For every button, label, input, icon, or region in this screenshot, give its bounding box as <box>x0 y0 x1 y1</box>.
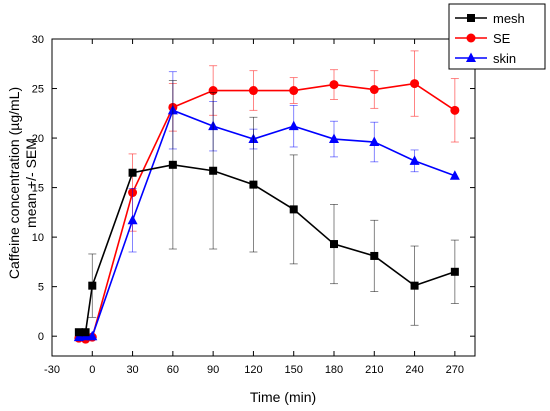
legend-marker <box>466 52 476 62</box>
data-point <box>409 155 420 165</box>
data-point <box>87 330 98 341</box>
data-point <box>450 267 459 276</box>
data-point <box>370 251 379 260</box>
y-tick-label: 20 <box>32 133 44 145</box>
data-point <box>168 160 177 169</box>
data-point <box>449 170 460 180</box>
x-axis-ticks: -30 0 30 60 90 120 150 180 210 240 270 <box>44 39 464 376</box>
legend-label: mesh <box>493 11 525 26</box>
legend-label: skin <box>493 51 516 66</box>
plot-frame <box>51 38 476 357</box>
x-tick-label: 210 <box>365 364 383 376</box>
y-axis-title-line1: Caffeine concentration (µg/mL) <box>6 87 22 279</box>
data-point <box>88 281 97 290</box>
data-point <box>209 166 218 175</box>
x-tick-label: 90 <box>207 364 219 376</box>
data-point <box>128 168 137 177</box>
data-point <box>81 328 90 337</box>
y-axis-ticks: 0 5 10 15 20 25 30 <box>32 34 475 343</box>
y-axis-title-line2: mean +/- SEM <box>23 138 39 228</box>
x-tick-label: 60 <box>167 364 179 376</box>
y-tick-label: 5 <box>38 282 44 294</box>
series-group <box>73 50 460 344</box>
series-mesh <box>74 80 459 337</box>
legend-marker <box>467 14 475 22</box>
series-line <box>78 163 456 334</box>
x-tick-label: 120 <box>244 364 262 376</box>
legend-label: SE <box>493 31 511 46</box>
y-tick-label: 30 <box>32 34 44 46</box>
data-point <box>127 214 138 225</box>
data-point <box>248 86 258 96</box>
data-point <box>369 136 380 147</box>
x-tick-label: 240 <box>405 364 423 376</box>
x-tick-label: 30 <box>126 364 138 376</box>
series-skin <box>73 71 460 342</box>
y-tick-label: 15 <box>32 183 44 195</box>
data-point <box>289 205 298 214</box>
data-point <box>369 85 379 95</box>
data-point <box>410 79 420 89</box>
data-point <box>249 180 258 189</box>
x-tick-label: 180 <box>325 364 343 376</box>
error-bars <box>88 80 459 326</box>
x-tick-label: 0 <box>89 364 95 376</box>
data-point <box>410 281 419 290</box>
data-point <box>74 328 83 337</box>
legend: mesh SE skin <box>448 3 546 70</box>
y-tick-label: 25 <box>32 84 44 96</box>
x-tick-label: 270 <box>446 364 464 376</box>
data-point <box>450 105 460 115</box>
y-tick-label: 0 <box>38 331 44 343</box>
x-tick-label: -30 <box>44 364 60 376</box>
legend-marker <box>466 33 476 43</box>
data-point <box>289 86 299 96</box>
y-tick-label: 10 <box>32 232 44 244</box>
x-tick-label: 150 <box>285 364 303 376</box>
series-se <box>74 50 460 344</box>
data-point <box>288 120 299 131</box>
data-point <box>329 133 339 144</box>
x-axis-title: Time (min) <box>250 389 316 405</box>
data-point <box>330 240 338 249</box>
plot-border <box>51 38 476 357</box>
data-point <box>329 80 339 90</box>
